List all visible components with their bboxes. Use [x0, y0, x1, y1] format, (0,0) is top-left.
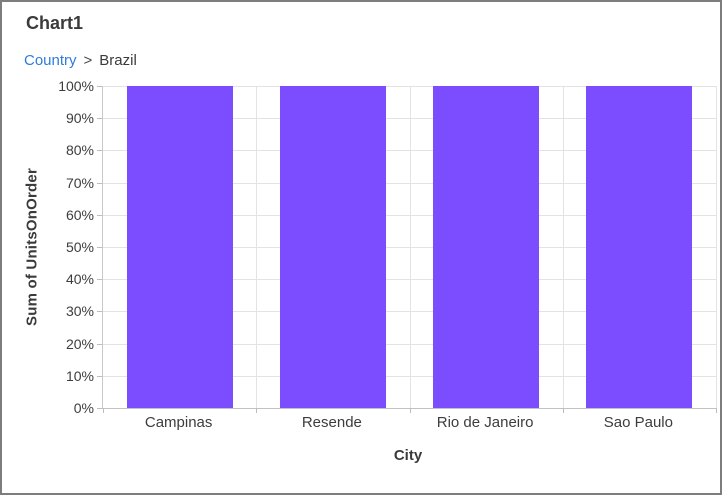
gridline-vertical [563, 86, 564, 408]
y-tick-label: 80% [65, 142, 94, 159]
y-tick-label: 30% [65, 303, 94, 320]
gridline-horizontal [103, 150, 716, 152]
bar-rio-de-janeiro[interactable] [433, 86, 539, 408]
y-tick-label: 0% [73, 400, 94, 416]
gridline-horizontal [103, 311, 716, 313]
gridline-vertical [716, 86, 717, 408]
y-axis-tick [97, 182, 102, 184]
y-tick-label: 70% [65, 174, 94, 191]
bar-campinas[interactable] [127, 86, 233, 408]
gridline-horizontal [103, 214, 716, 216]
y-axis-tick [97, 247, 102, 248]
breadcrumb-item-brazil: Brazil [99, 52, 137, 69]
breadcrumb-link-country[interactable]: Country [24, 52, 77, 69]
plot-area [97, 86, 717, 413]
y-axis-tick-labels: 0% 10% 20% 30% 40% 50% 60% 70% 80% 90% 100% [2, 78, 94, 416]
chart-title: Chart1 [26, 13, 84, 33]
x-axis-tick [256, 408, 257, 413]
y-axis-tick [97, 118, 102, 120]
gridline-horizontal [103, 118, 716, 120]
x-category-label-resende: Resende [301, 414, 362, 431]
x-category-label-campinas: Campinas [144, 414, 213, 431]
breadcrumb: Country > Brazil [24, 52, 137, 69]
gridline-horizontal [103, 343, 716, 345]
gridline-horizontal [103, 279, 716, 281]
y-axis-tick [97, 375, 102, 377]
y-axis-tick [97, 214, 102, 216]
y-tick-label: 10% [65, 367, 94, 384]
gridline-horizontal [103, 247, 716, 248]
y-tick-label: 60% [65, 206, 94, 223]
bar-resende[interactable] [280, 86, 386, 408]
x-axis-tick [716, 408, 717, 413]
y-tick-label: 20% [65, 335, 94, 352]
gridline-horizontal [103, 86, 716, 87]
gridline-horizontal [103, 182, 716, 184]
x-category-label-rio-de-janeiro: Rio de Janeiro [436, 414, 534, 431]
y-axis-tick [97, 343, 102, 345]
y-tick-label: 50% [65, 239, 94, 255]
x-axis-tick [410, 408, 411, 413]
x-category-label-sao-paulo: Sao Paulo [603, 414, 673, 431]
gridline-horizontal [103, 375, 716, 377]
gridline-vertical [256, 86, 257, 408]
x-axis-title: City [393, 447, 423, 464]
x-axis-category-labels: Campinas Resende Rio de Janeiro Sao Paulo [102, 414, 715, 432]
x-axis-tick [103, 408, 104, 413]
y-tick-label: 90% [65, 110, 94, 127]
gridline-vertical [410, 86, 411, 408]
y-axis-tick [97, 86, 102, 87]
y-axis-tick [97, 311, 102, 313]
breadcrumb-separator-icon: > [83, 52, 93, 69]
y-tick-label: 40% [65, 271, 94, 288]
y-tick-label: 100% [58, 78, 94, 94]
y-axis-tick [97, 279, 102, 281]
x-axis-tick [563, 408, 564, 413]
bar-sao-paulo[interactable] [586, 86, 692, 408]
y-axis-tick [97, 408, 102, 409]
y-axis-tick [97, 150, 102, 152]
